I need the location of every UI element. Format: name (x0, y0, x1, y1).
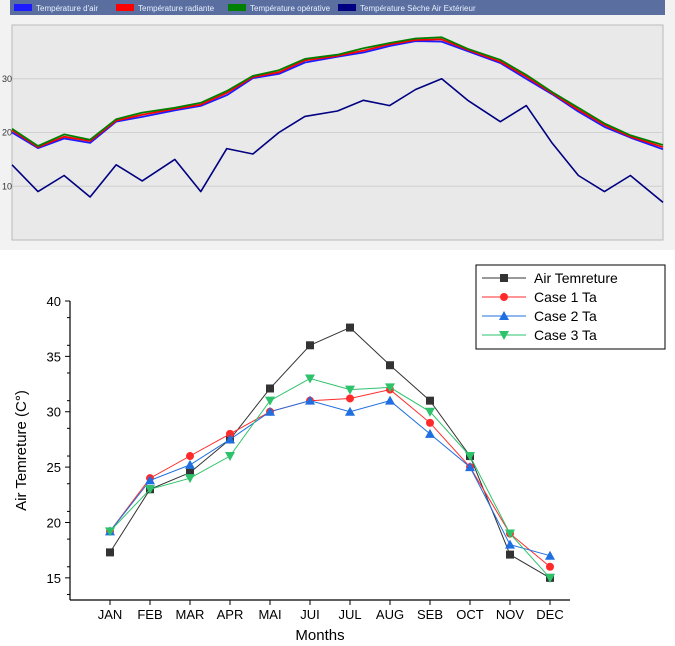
bottom-point-case-1-ta-jul (346, 394, 354, 403)
bottom-point-case-2-ta-nov (505, 539, 515, 549)
bottom-series-case-1-ta (106, 385, 554, 571)
bottom-point-case-3-ta-apr (225, 452, 235, 462)
top-legend-label-temp-rature-radiante: Température radiante (138, 4, 215, 13)
bottom-point-case-2-ta-jui (305, 395, 315, 405)
bottom-series-case-3-ta (105, 374, 555, 583)
bottom-y-tick-label-20: 20 (47, 515, 61, 530)
bottom-x-tick-label-jan: JAN (98, 607, 123, 622)
bottom-x-tick-label-mai: MAI (258, 607, 281, 622)
bottom-x-tick-label-jui: JUI (300, 607, 320, 622)
bottom-point-air-temreture-seb (426, 396, 434, 405)
bottom-point-case-3-ta-aug (385, 383, 395, 393)
bottom-x-axis-title: Months (295, 627, 344, 644)
bottom-x-tick-label-jul: JUL (338, 607, 361, 622)
bottom-axes: 15 20 25 30 35 40 JAN FEB MAR APR MAI JUI JUL AUG SEB O… (13, 294, 570, 644)
top-tick-label-30: 30 (2, 74, 12, 84)
bottom-y-tick-label-40: 40 (47, 294, 61, 309)
bottom-x-tick-label-dec: DEC (536, 607, 563, 622)
bottom-point-case-1-ta-mar (186, 452, 194, 461)
bottom-legend-marker-case-2-ta (499, 311, 509, 320)
bottom-point-case-3-ta-seb (425, 407, 435, 417)
bottom-point-air-temreture-mai (266, 384, 274, 393)
bottom-point-case-2-ta-aug (385, 395, 395, 405)
top-series-line-temp-rature-radiante (11, 38, 664, 149)
bottom-legend: Air Temreture Case 1 Ta Case 2 Ta Case 3 Ta (475, 264, 666, 350)
top-tick-label-10: 10 (2, 181, 12, 191)
bottom-y-tick-label-15: 15 (47, 571, 61, 586)
bottom-y-tick-label-30: 30 (47, 405, 61, 420)
top-legend-swatch-temp-rature-d-air (14, 4, 32, 11)
bottom-point-air-temreture-aug (386, 361, 394, 370)
bottom-point-case-2-ta-apr (225, 434, 235, 444)
bottom-point-case-3-ta-jui (305, 374, 315, 384)
bottom-x-tick-label-apr: APR (217, 607, 244, 622)
bottom-x-tick-label-feb: FEB (137, 607, 162, 622)
top-tick-label-20: 20 (2, 128, 12, 138)
bottom-legend-marker-air-temreture (500, 274, 508, 282)
bottom-series (105, 323, 555, 583)
bottom-point-case-3-ta-oct (465, 452, 475, 462)
bottom-point-case-1-ta-dec (546, 562, 554, 571)
top-series-line-temp-rature-s-che-air-ext-rieur (11, 78, 664, 204)
bottom-point-case-1-ta-seb (426, 418, 434, 427)
bottom-legend-label-case-3-ta: Case 3 Ta (534, 327, 597, 343)
bottom-legend-marker-case-1-ta (500, 293, 508, 301)
bottom-series-line-air-temreture (109, 327, 551, 579)
top-legend-label-temp-rature-s-che-air-ext-rieur: Température Sèche Air Extérieur (360, 4, 476, 13)
bottom-y-tick-label-25: 25 (47, 460, 61, 475)
bottom-point-case-3-ta-jan (105, 527, 115, 537)
bottom-point-case-3-ta-nov (505, 529, 515, 539)
bottom-point-case-2-ta-seb (425, 428, 435, 438)
top-legend-label-temp-rature-op-rative: Température opérative (250, 4, 331, 13)
bottom-point-case-3-ta-feb (145, 485, 155, 495)
top-legend-swatch-temp-rature-radiante (116, 4, 134, 11)
bottom-legend-label-case-1-ta: Case 1 Ta (534, 289, 597, 305)
bottom-point-case-1-ta-apr (226, 429, 234, 438)
top-series (11, 36, 664, 204)
bottom-point-case-2-ta-oct (465, 462, 475, 472)
bottom-point-case-2-ta-mar (185, 459, 195, 469)
bottom-series-line-case-3-ta (109, 377, 551, 579)
bottom-series-case-2-ta (105, 395, 555, 560)
bottom-point-case-3-ta-dec (545, 573, 555, 583)
top-legend-bar (10, 0, 665, 15)
bottom-chart: 15 20 25 30 35 40 JAN FEB MAR APR MAI JUI JUL AUG SEB O… (13, 264, 666, 644)
bottom-point-case-3-ta-mar (185, 474, 195, 484)
bottom-x-tick-label-seb: SEB (417, 607, 443, 622)
bottom-point-air-temreture-jan (106, 548, 114, 557)
top-grid: 10 20 30 (2, 74, 663, 191)
bottom-point-air-temreture-jui (306, 341, 314, 350)
top-series-line-temp-rature-op-rative (11, 36, 664, 147)
bottom-legend-marker-case-3-ta (499, 331, 509, 340)
bottom-point-air-temreture-jul (346, 323, 354, 332)
bottom-point-case-2-ta-mai (265, 406, 275, 416)
bottom-x-tick-label-oct: OCT (456, 607, 484, 622)
bottom-x-tick-label-nov: NOV (496, 607, 525, 622)
bottom-series-line-case-1-ta (109, 389, 551, 568)
bottom-y-tick-label-35: 35 (47, 349, 61, 364)
bottom-x-tick-label-aug: AUG (376, 607, 404, 622)
bottom-point-case-3-ta-jul (345, 385, 355, 395)
bottom-point-air-temreture-nov (506, 550, 514, 559)
bottom-point-case-2-ta-feb (145, 475, 155, 485)
bottom-legend-label-air-temreture: Air Temreture (534, 270, 618, 286)
top-legend-swatch-temp-rature-op-rative (228, 4, 246, 11)
bottom-series-line-case-2-ta (109, 400, 551, 557)
top-chart: Température d'air Température radiante Tem… (0, 0, 675, 250)
top-legend-swatch-temp-rature-s-che-air-ext-rieur (338, 4, 356, 11)
bottom-legend-label-case-2-ta: Case 2 Ta (534, 308, 597, 324)
bottom-point-case-2-ta-dec (545, 550, 555, 560)
bottom-series-air-temreture (106, 323, 554, 582)
bottom-y-axis-title: Air Temreture (C°) (13, 390, 30, 511)
bottom-point-case-3-ta-mai (265, 396, 275, 406)
bottom-point-air-temreture-mar (186, 468, 194, 477)
bottom-x-tick-label-mar: MAR (176, 607, 205, 622)
top-legend: Température d'air Température radiante Tem… (14, 4, 476, 13)
top-legend-label-temp-rature-d-air: Température d'air (36, 4, 98, 13)
bottom-point-case-2-ta-jul (345, 406, 355, 416)
